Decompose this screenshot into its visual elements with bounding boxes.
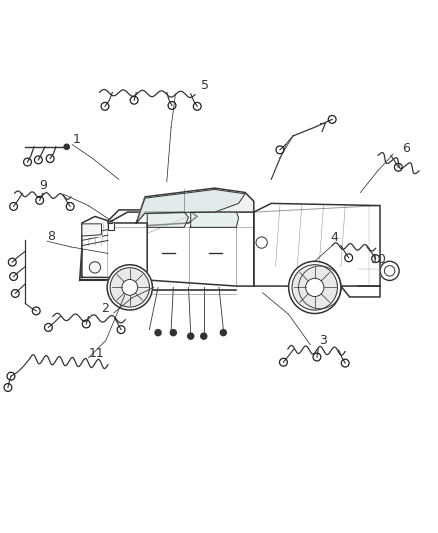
Circle shape	[306, 278, 324, 296]
Text: 6: 6	[402, 142, 410, 156]
Circle shape	[107, 265, 152, 310]
Circle shape	[201, 333, 207, 339]
Text: 1: 1	[72, 133, 80, 147]
Text: 10: 10	[371, 253, 386, 266]
Circle shape	[380, 261, 399, 280]
Polygon shape	[108, 223, 114, 230]
Bar	[82, 224, 102, 236]
Polygon shape	[136, 189, 245, 223]
Text: 9: 9	[40, 179, 48, 192]
Polygon shape	[147, 212, 188, 228]
Text: 11: 11	[88, 347, 104, 360]
Text: 4: 4	[330, 231, 338, 244]
Circle shape	[187, 333, 194, 339]
Polygon shape	[341, 286, 380, 297]
Text: 7: 7	[319, 123, 327, 135]
Polygon shape	[254, 204, 380, 286]
Polygon shape	[108, 212, 254, 286]
Polygon shape	[136, 188, 254, 223]
Circle shape	[289, 261, 341, 313]
Circle shape	[256, 237, 267, 248]
Polygon shape	[82, 216, 108, 277]
Circle shape	[110, 268, 149, 307]
Circle shape	[220, 329, 226, 336]
Circle shape	[299, 266, 341, 309]
Circle shape	[89, 262, 101, 273]
Text: 8: 8	[47, 230, 55, 243]
Text: 5: 5	[201, 79, 209, 92]
Circle shape	[122, 279, 138, 295]
Polygon shape	[108, 210, 197, 277]
Circle shape	[155, 329, 161, 336]
Polygon shape	[191, 212, 239, 228]
Circle shape	[170, 329, 177, 336]
Circle shape	[64, 144, 69, 149]
Text: 2: 2	[102, 302, 110, 315]
Polygon shape	[108, 223, 147, 286]
Circle shape	[292, 265, 337, 310]
Text: 3: 3	[319, 334, 327, 347]
